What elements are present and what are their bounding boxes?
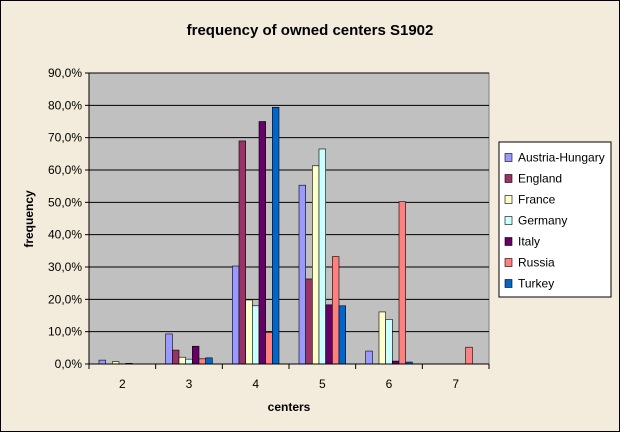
legend: Austria-Hungary England France Germany Italy… xyxy=(498,141,612,298)
y-tick-label: 50,0% xyxy=(48,195,82,209)
y-tick-label: 80,0% xyxy=(48,98,82,112)
legend-label: Germany xyxy=(518,214,567,228)
x-tick-labels: 2 3 4 5 6 7 xyxy=(119,377,459,391)
bar-italy-5 xyxy=(325,304,333,365)
bar-france-6 xyxy=(378,311,386,365)
x-tick-label: 5 xyxy=(319,377,326,391)
legend-label: Russia xyxy=(518,256,555,270)
y-tick-label: 90,0% xyxy=(48,66,82,80)
bar-russia-7 xyxy=(465,346,473,365)
bar-england-4 xyxy=(238,140,246,365)
bar-germany-4 xyxy=(252,305,260,365)
legend-swatch xyxy=(504,258,513,267)
bar-italy-3 xyxy=(192,345,200,365)
bar-france-3 xyxy=(178,356,186,365)
bar-russia-3 xyxy=(198,358,206,365)
bar-germany-3 xyxy=(185,358,193,365)
legend-swatch xyxy=(504,279,513,288)
legend-label: England xyxy=(518,172,562,186)
legend-label: Turkey xyxy=(518,277,554,291)
y-tick-label: 10,0% xyxy=(48,325,82,339)
x-tick-label: 4 xyxy=(252,377,259,391)
y-tick-labels: 0,0% 10,0% 20,0% 30,0% 40,0% 50,0% 60,0% 70,0% 8… xyxy=(48,66,82,371)
y-tick-label: 20,0% xyxy=(48,292,82,306)
bar-turkey-5 xyxy=(338,305,346,365)
bar-turkey-3 xyxy=(205,357,213,365)
bar-france-5 xyxy=(312,165,320,365)
x-tick-label: 7 xyxy=(452,377,459,391)
chart-title: frequency of owned centers S1902 xyxy=(187,22,434,39)
x-tick-label: 6 xyxy=(386,377,393,391)
bar-turkey-4 xyxy=(272,106,280,365)
bar-england-5 xyxy=(305,278,313,365)
legend-label: France xyxy=(518,193,556,207)
legend-label: Austria-Hungary xyxy=(518,151,605,165)
bar-france-4 xyxy=(245,299,253,365)
axes xyxy=(85,72,490,369)
y-tick-label: 60,0% xyxy=(48,163,82,177)
y-tick-label: 70,0% xyxy=(48,131,82,145)
bar-russia-5 xyxy=(332,256,340,365)
bar-russia-6 xyxy=(398,201,406,365)
x-axis-label: centers xyxy=(268,400,311,414)
bar-austria-hungary-2 xyxy=(98,359,106,365)
legend-label: Italy xyxy=(518,235,540,249)
bar-germany-6 xyxy=(385,319,393,365)
bar-germany-5 xyxy=(318,148,326,365)
x-tick-label: 2 xyxy=(119,377,126,391)
x-tick-label: 3 xyxy=(186,377,193,391)
legend-swatch xyxy=(504,237,513,246)
bar-austria-hungary-6 xyxy=(365,350,373,365)
legend-swatch xyxy=(504,153,513,162)
y-tick-label: 0,0% xyxy=(55,357,83,371)
legend-swatch xyxy=(504,195,513,204)
y-axis-label: frequency xyxy=(22,190,36,248)
bar-italy-4 xyxy=(258,121,266,365)
bar-austria-hungary-3 xyxy=(165,333,173,365)
legend-box xyxy=(498,141,612,298)
y-tick-label: 30,0% xyxy=(48,260,82,274)
bar-england-3 xyxy=(172,349,180,365)
bar-austria-hungary-4 xyxy=(232,265,240,365)
legend-swatch xyxy=(504,174,513,183)
bar-russia-4 xyxy=(265,332,273,365)
plot-area xyxy=(88,72,490,365)
gridlines xyxy=(89,72,489,333)
y-tick-label: 40,0% xyxy=(48,228,82,242)
legend-swatch xyxy=(504,216,513,225)
bar-austria-hungary-5 xyxy=(298,184,306,365)
